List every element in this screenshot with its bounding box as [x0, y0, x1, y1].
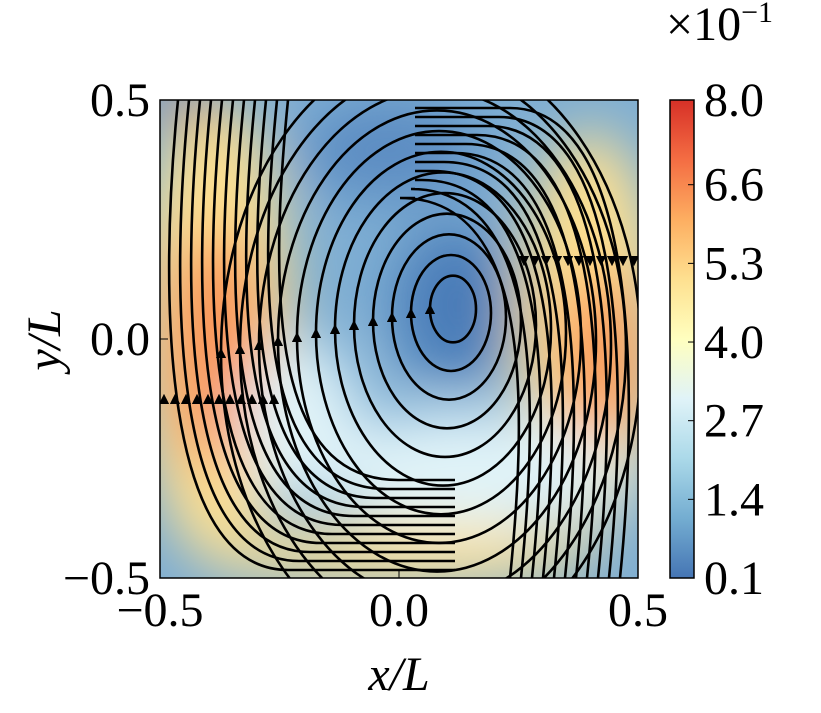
colorbar-tick-label: 4.0	[704, 316, 764, 369]
streamline	[415, 151, 576, 578]
colorbar-tick-label: 1.4	[704, 473, 764, 526]
colorbar-tick-label: 5.3	[704, 237, 764, 290]
y-tick-label: 0.5	[90, 74, 150, 127]
streamline	[266, 100, 455, 491]
x-tick-label: −0.5	[116, 584, 203, 637]
streamline	[255, 100, 455, 500]
streamline	[211, 100, 455, 536]
x-tick-label: 0.0	[369, 584, 429, 637]
streamline	[277, 100, 455, 482]
streamline	[244, 100, 455, 509]
colorbar-tick-label: 2.7	[704, 395, 764, 448]
speed-field	[160, 100, 638, 578]
streamline	[167, 100, 455, 572]
colorbar-tick-label: 8.0	[704, 74, 764, 127]
streamline	[415, 160, 565, 578]
streamline	[415, 169, 554, 578]
y-tick-label: −0.5	[63, 552, 150, 605]
streamline	[178, 100, 455, 563]
streamline	[415, 178, 543, 578]
y-axis-label: y/L	[18, 309, 71, 375]
streamline	[410, 187, 532, 578]
streamline	[415, 106, 631, 578]
y-tick-label: 0.0	[90, 313, 150, 366]
colorbar-tick-label: 6.6	[704, 159, 764, 212]
streamline	[200, 100, 455, 545]
streamline	[189, 100, 455, 554]
streamlines	[160, 100, 638, 578]
streamline	[399, 196, 521, 578]
colorbar-tick-label: 0.1	[704, 552, 764, 605]
streamline	[415, 115, 620, 578]
streamline	[415, 124, 609, 578]
colorbar	[669, 99, 695, 579]
colorbar-multiplier: ×10−1	[666, 0, 773, 51]
streamline	[233, 100, 455, 518]
x-axis-label: x/L	[367, 648, 429, 701]
streamline	[415, 142, 587, 578]
streamline	[222, 100, 455, 527]
x-tick-label: 0.5	[608, 584, 668, 637]
streamline	[415, 133, 598, 578]
